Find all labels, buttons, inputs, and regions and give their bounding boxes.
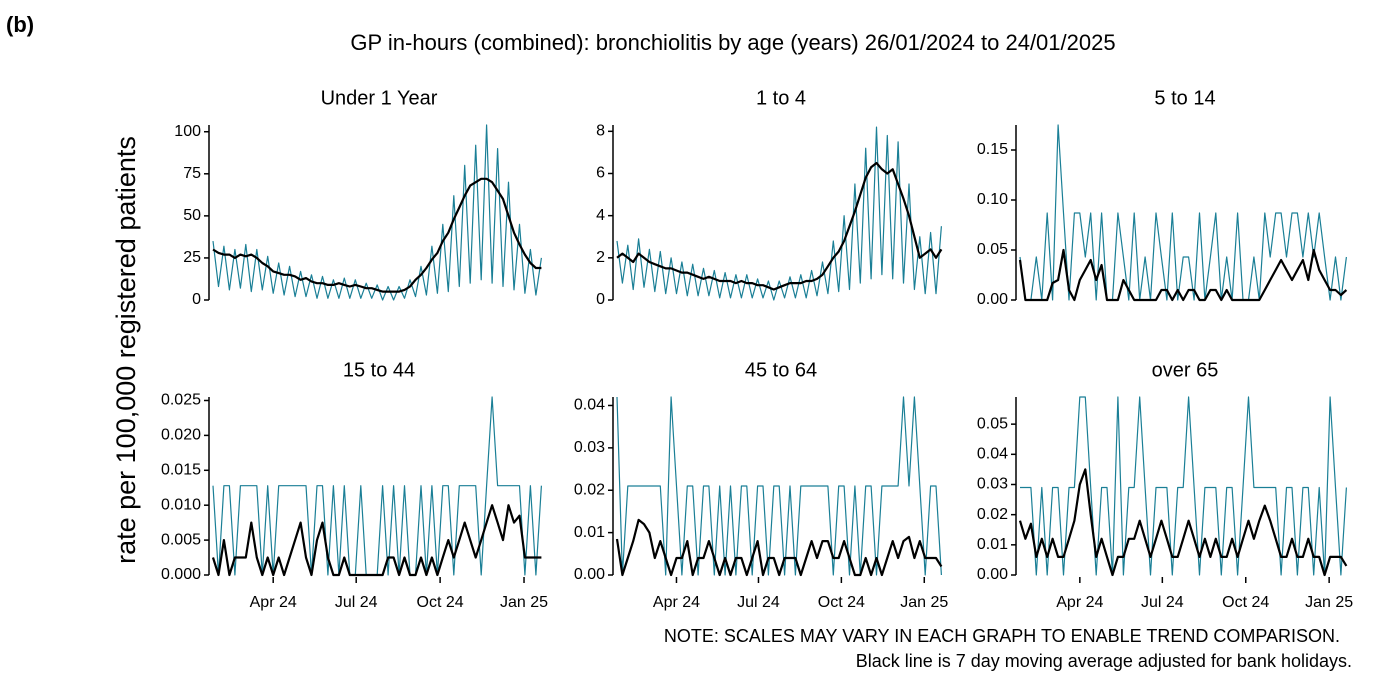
series-line — [211, 504, 542, 577]
y-tick-label: 6 — [596, 165, 605, 182]
series-line — [1018, 468, 1348, 577]
series-line — [616, 161, 943, 291]
y-tick-label: 0.05 — [977, 241, 1008, 258]
series-line — [212, 396, 542, 576]
y-tick-label: 0.04 — [574, 397, 605, 414]
panel-title: 1 to 4 — [756, 87, 806, 109]
x-tick-label: Jul 24 — [335, 594, 378, 611]
y-tick-label: 0.10 — [977, 191, 1008, 208]
x-tick-label: Apr 24 — [1056, 594, 1103, 611]
x-tick-label: Apr 24 — [653, 594, 700, 611]
y-tick-label: 0.015 — [161, 462, 201, 479]
panel-title: over 65 — [1152, 359, 1219, 381]
y-tick-label: 0.03 — [574, 439, 605, 456]
panel-label: (b) — [6, 12, 34, 37]
y-tick-label: 0.025 — [161, 392, 201, 409]
y-tick-label: 25 — [183, 249, 201, 266]
x-tick-label: Apr 24 — [250, 594, 297, 611]
note: NOTE: SCALES MAY VARY IN EACH GRAPH TO E… — [664, 626, 1340, 646]
series-line — [616, 126, 942, 301]
y-tick-label: 0.00 — [574, 566, 605, 583]
y-tick-label: 0.020 — [161, 427, 201, 444]
x-tick-label: Jan 25 — [900, 594, 948, 611]
y-tick-label: 0.01 — [574, 524, 605, 541]
y-tick-label: 0.01 — [977, 536, 1008, 553]
y-tick-label: 0.000 — [161, 566, 201, 583]
y-tick-label: 0.02 — [574, 481, 605, 498]
y-tick-label: 75 — [183, 165, 201, 182]
y-tick-label: 4 — [596, 207, 605, 224]
series-line — [1019, 124, 1347, 301]
series-line — [1020, 396, 1347, 576]
x-tick-label: Jan 25 — [1305, 594, 1353, 611]
y-tick-label: 0.010 — [161, 496, 201, 513]
y-tick-label: 0.03 — [977, 476, 1008, 493]
series-line — [212, 124, 542, 301]
y-tick-label: 0.04 — [977, 446, 1008, 463]
y-tick-label: 0.05 — [977, 415, 1008, 432]
panel-title: 5 to 14 — [1154, 87, 1215, 109]
series-line — [212, 177, 542, 293]
panel-title: Under 1 Year — [321, 87, 438, 109]
y-tick-label: 0 — [192, 291, 201, 308]
note: Black line is 7 day moving average adjus… — [856, 651, 1352, 671]
panel-title: 45 to 64 — [745, 359, 817, 381]
y-tick-label: 0.00 — [977, 566, 1008, 583]
x-tick-label: Jul 24 — [737, 594, 780, 611]
panel-title: 15 to 44 — [343, 359, 415, 381]
x-tick-label: Jan 25 — [500, 594, 548, 611]
series-line — [1018, 248, 1348, 302]
y-tick-label: 0.02 — [977, 506, 1008, 523]
y-axis-label: rate per 100,000 registered patients — [111, 136, 141, 564]
y-tick-label: 0.15 — [977, 141, 1008, 158]
series-line — [616, 396, 942, 576]
y-tick-label: 2 — [596, 249, 605, 266]
y-tick-label: 0 — [596, 291, 605, 308]
y-tick-label: 8 — [596, 123, 605, 140]
x-tick-label: Jul 24 — [1141, 594, 1184, 611]
y-tick-label: 100 — [174, 123, 201, 140]
chart-title: GP in-hours (combined): bronchiolitis by… — [350, 30, 1115, 55]
x-tick-label: Oct 24 — [1222, 594, 1269, 611]
y-tick-label: 0.005 — [161, 531, 201, 548]
x-tick-label: Oct 24 — [818, 594, 865, 611]
x-tick-label: Oct 24 — [417, 594, 464, 611]
series-line — [615, 518, 943, 577]
y-tick-label: 0.00 — [977, 291, 1008, 308]
y-tick-label: 50 — [183, 207, 201, 224]
